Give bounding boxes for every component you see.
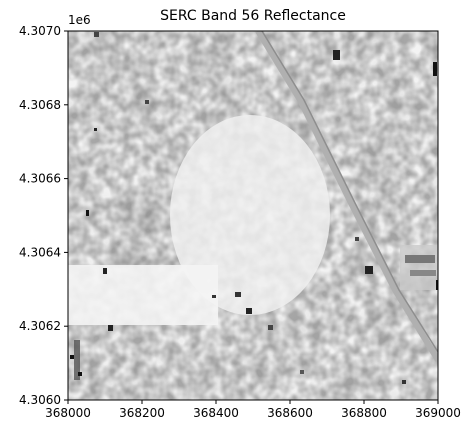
y-tick-label: 4.3062 — [19, 319, 61, 333]
x-tick-label: 368400 — [193, 406, 239, 420]
x-tick-label: 368200 — [119, 406, 165, 420]
plot-frame — [67, 30, 439, 401]
x-tick-label: 368000 — [45, 406, 91, 420]
y-tick-label: 4.3070 — [19, 24, 61, 38]
y-offset-text: 1e6 — [68, 13, 91, 27]
x-tick-label: 368800 — [341, 406, 387, 420]
y-axis: 4.3060 4.3062 4.3064 4.3066 4.3068 4.3070 — [19, 24, 68, 407]
y-tick-label: 4.3060 — [19, 393, 61, 407]
y-tick-label: 4.3064 — [19, 245, 61, 259]
x-tick-label: 368600 — [267, 406, 313, 420]
y-tick-label: 4.3068 — [19, 98, 61, 112]
reflectance-image — [68, 31, 438, 400]
x-tick-label: 369000 — [415, 406, 461, 420]
x-axis: 368000 368200 368400 368600 368800 369000 — [45, 400, 461, 420]
chart-title: SERC Band 56 Reflectance — [160, 8, 346, 24]
y-tick-label: 4.3066 — [19, 172, 61, 186]
